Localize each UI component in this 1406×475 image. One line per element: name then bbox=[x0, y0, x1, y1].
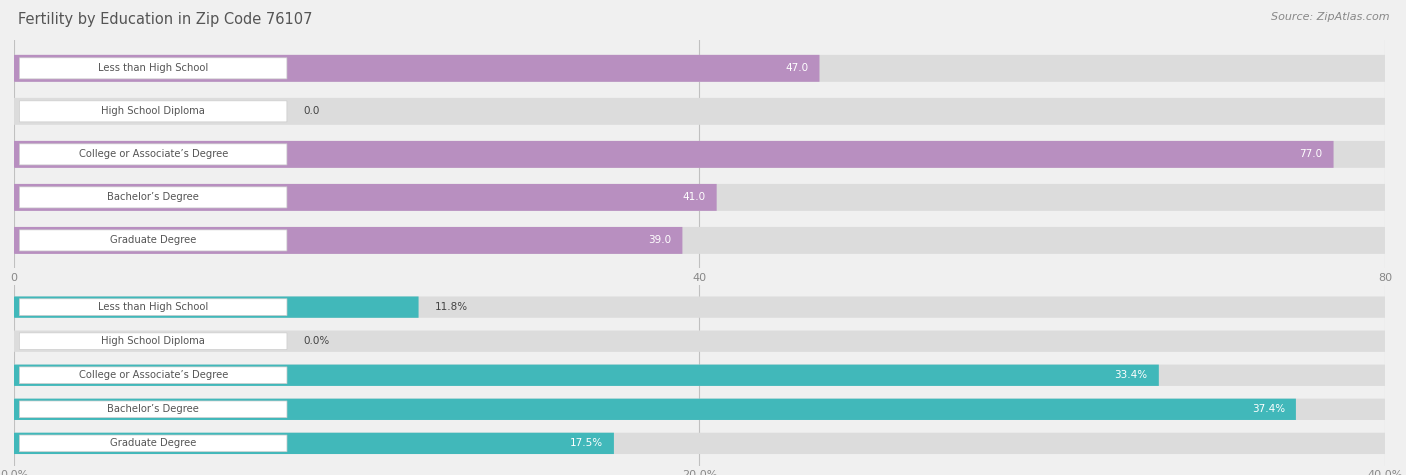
Text: 37.4%: 37.4% bbox=[1251, 404, 1285, 414]
FancyBboxPatch shape bbox=[14, 296, 1385, 318]
FancyBboxPatch shape bbox=[20, 333, 287, 350]
FancyBboxPatch shape bbox=[14, 433, 1385, 454]
FancyBboxPatch shape bbox=[20, 101, 287, 122]
Text: Graduate Degree: Graduate Degree bbox=[110, 438, 197, 448]
Text: College or Associate’s Degree: College or Associate’s Degree bbox=[79, 149, 228, 160]
FancyBboxPatch shape bbox=[14, 365, 1159, 386]
Text: Fertility by Education in Zip Code 76107: Fertility by Education in Zip Code 76107 bbox=[18, 12, 312, 27]
Text: Graduate Degree: Graduate Degree bbox=[110, 236, 197, 246]
Text: 0.0: 0.0 bbox=[304, 106, 319, 116]
Text: College or Associate’s Degree: College or Associate’s Degree bbox=[79, 370, 228, 380]
Text: 17.5%: 17.5% bbox=[569, 438, 603, 448]
FancyBboxPatch shape bbox=[14, 141, 1385, 168]
Text: High School Diploma: High School Diploma bbox=[101, 336, 205, 346]
FancyBboxPatch shape bbox=[14, 399, 1296, 420]
FancyBboxPatch shape bbox=[14, 331, 1385, 352]
Text: 39.0: 39.0 bbox=[648, 236, 672, 246]
FancyBboxPatch shape bbox=[20, 435, 287, 452]
FancyBboxPatch shape bbox=[20, 144, 287, 165]
Text: Less than High School: Less than High School bbox=[98, 302, 208, 312]
FancyBboxPatch shape bbox=[14, 141, 1333, 168]
Text: Bachelor’s Degree: Bachelor’s Degree bbox=[107, 404, 200, 414]
FancyBboxPatch shape bbox=[20, 187, 287, 208]
Text: 47.0: 47.0 bbox=[786, 63, 808, 73]
Text: 77.0: 77.0 bbox=[1299, 149, 1323, 160]
FancyBboxPatch shape bbox=[20, 299, 287, 315]
FancyBboxPatch shape bbox=[14, 433, 614, 454]
FancyBboxPatch shape bbox=[14, 98, 1385, 125]
FancyBboxPatch shape bbox=[14, 399, 1385, 420]
FancyBboxPatch shape bbox=[14, 296, 419, 318]
FancyBboxPatch shape bbox=[20, 367, 287, 384]
FancyBboxPatch shape bbox=[14, 365, 1385, 386]
Text: Less than High School: Less than High School bbox=[98, 63, 208, 73]
Text: 33.4%: 33.4% bbox=[1115, 370, 1147, 380]
FancyBboxPatch shape bbox=[20, 230, 287, 251]
Text: 11.8%: 11.8% bbox=[434, 302, 468, 312]
FancyBboxPatch shape bbox=[14, 55, 1385, 82]
FancyBboxPatch shape bbox=[14, 184, 717, 211]
Text: High School Diploma: High School Diploma bbox=[101, 106, 205, 116]
FancyBboxPatch shape bbox=[14, 227, 682, 254]
FancyBboxPatch shape bbox=[14, 184, 1385, 211]
FancyBboxPatch shape bbox=[20, 401, 287, 418]
Text: 0.0%: 0.0% bbox=[304, 336, 329, 346]
FancyBboxPatch shape bbox=[14, 227, 1385, 254]
Text: Source: ZipAtlas.com: Source: ZipAtlas.com bbox=[1271, 12, 1389, 22]
Text: 41.0: 41.0 bbox=[682, 192, 706, 202]
FancyBboxPatch shape bbox=[20, 58, 287, 79]
Text: Bachelor’s Degree: Bachelor’s Degree bbox=[107, 192, 200, 202]
FancyBboxPatch shape bbox=[14, 55, 820, 82]
